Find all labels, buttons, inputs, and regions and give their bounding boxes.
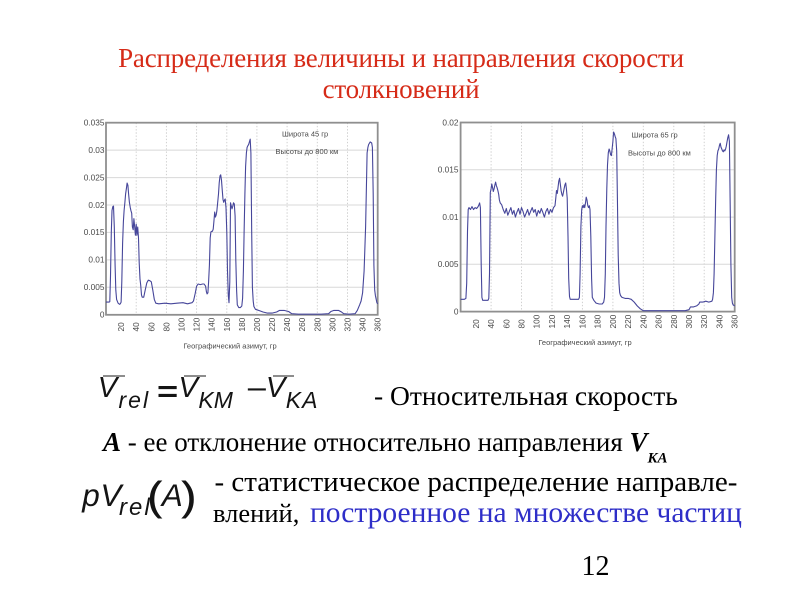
svg-text:Географический азимут, гр: Географический азимут, гр xyxy=(538,338,631,347)
svg-text:340: 340 xyxy=(715,314,725,328)
svg-text:360: 360 xyxy=(373,317,383,331)
svg-text:220: 220 xyxy=(267,317,277,331)
svg-text:0.02: 0.02 xyxy=(88,200,105,210)
svg-text:300: 300 xyxy=(327,317,337,331)
svg-text:220: 220 xyxy=(623,314,633,328)
svg-text:320: 320 xyxy=(343,317,353,331)
svg-text:280: 280 xyxy=(312,317,322,331)
svg-text:100: 100 xyxy=(177,317,187,331)
svg-text:120: 120 xyxy=(547,314,557,328)
svg-text:180: 180 xyxy=(593,314,603,328)
svg-text:60: 60 xyxy=(501,319,511,329)
svg-text:0.005: 0.005 xyxy=(438,259,459,269)
svg-text:0.015: 0.015 xyxy=(84,227,105,237)
svg-text:180: 180 xyxy=(237,317,247,331)
svg-text:80: 80 xyxy=(161,322,171,332)
svg-text:0.035: 0.035 xyxy=(84,118,105,128)
svg-text:240: 240 xyxy=(282,317,292,331)
svg-text:40: 40 xyxy=(131,322,141,332)
svg-text:0.02: 0.02 xyxy=(442,117,459,127)
svg-text:0.015: 0.015 xyxy=(438,165,459,175)
svg-text:0: 0 xyxy=(454,306,459,316)
svg-text:20: 20 xyxy=(471,319,481,329)
svg-text:320: 320 xyxy=(699,314,709,328)
svg-text:Высоты до 800 км: Высоты до 800 км xyxy=(276,147,339,156)
svg-text:0.025: 0.025 xyxy=(84,172,105,182)
svg-text:Широта 65 гр: Широта 65 гр xyxy=(632,131,678,140)
svg-text:160: 160 xyxy=(577,314,587,328)
svg-text:0.01: 0.01 xyxy=(88,255,105,265)
svg-text:Высоты до 800 км: Высоты до 800 км xyxy=(628,149,691,158)
svg-text:20: 20 xyxy=(116,322,126,332)
svg-text:0.03: 0.03 xyxy=(88,145,105,155)
svg-text:300: 300 xyxy=(684,314,694,328)
svg-text:0: 0 xyxy=(100,310,105,320)
svg-text:0.01: 0.01 xyxy=(442,212,459,222)
svg-text:360: 360 xyxy=(730,314,740,328)
svg-text:0.005: 0.005 xyxy=(84,282,105,292)
svg-text:140: 140 xyxy=(562,314,572,328)
svg-text:120: 120 xyxy=(192,317,202,331)
svg-text:240: 240 xyxy=(638,314,648,328)
svg-text:40: 40 xyxy=(486,319,496,329)
svg-text:340: 340 xyxy=(358,317,368,331)
svg-text:200: 200 xyxy=(608,314,618,328)
svg-text:140: 140 xyxy=(207,317,217,331)
svg-text:200: 200 xyxy=(252,317,262,331)
svg-text:100: 100 xyxy=(532,314,542,328)
svg-text:Географический азимут, гр: Географический азимут, гр xyxy=(183,342,276,351)
svg-text:80: 80 xyxy=(517,319,527,329)
svg-text:280: 280 xyxy=(669,314,679,328)
svg-text:Широта 45 гр: Широта 45 гр xyxy=(282,130,328,139)
svg-text:60: 60 xyxy=(146,322,156,332)
svg-text:160: 160 xyxy=(222,317,232,331)
svg-text:260: 260 xyxy=(654,314,664,328)
svg-text:260: 260 xyxy=(297,317,307,331)
